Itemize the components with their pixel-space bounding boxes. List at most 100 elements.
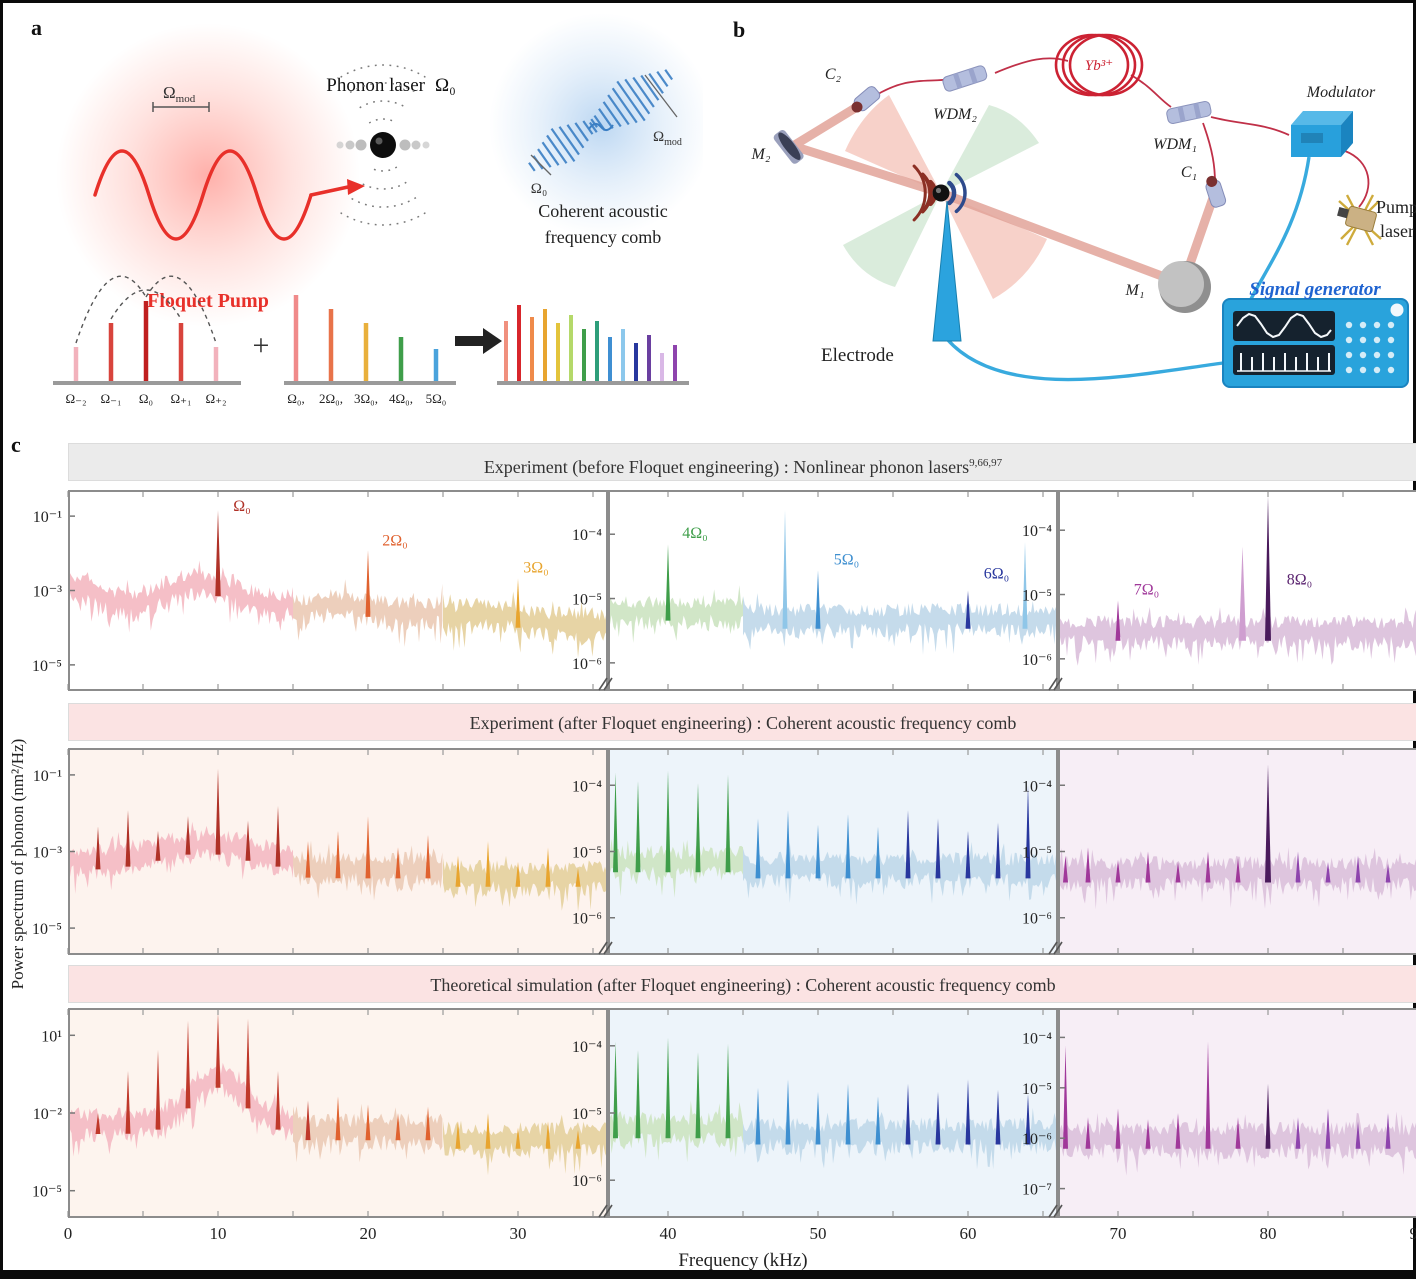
y-tick-label: 10⁻⁵ — [572, 1106, 602, 1123]
pump-laser-component — [1335, 195, 1381, 245]
peak-label: 3Ω₀ — [523, 559, 548, 576]
peak-label: Ω₀ — [233, 498, 250, 515]
generator-knob — [1391, 304, 1404, 317]
wdm1-component — [1166, 101, 1212, 125]
x-tick-label: 60 — [960, 1224, 977, 1244]
mini-spectrum-label: Ω₋₂ — [65, 391, 86, 406]
levitated-particle — [933, 185, 950, 202]
peak-label: 2Ω₀ — [382, 532, 407, 549]
x-tick-label: 20 — [360, 1224, 377, 1244]
spectrum-panel: 10¹ 10⁻² 10⁻⁵ — [32, 1008, 608, 1218]
x-tick-label: 90 — [1410, 1224, 1416, 1244]
x-tick-label: 50 — [810, 1224, 827, 1244]
wdm1-label: WDM₁ — [1153, 136, 1197, 153]
mini-spectrum-label: Ω₊₂ — [205, 391, 226, 406]
y-tick-label: 10⁻⁵ — [1022, 588, 1052, 605]
plus-sign: + — [253, 329, 270, 362]
spectrum-panel: 10⁻⁴ 10⁻⁵ 10⁻⁶ — [572, 748, 1058, 955]
y-tick-label: 10⁻⁶ — [572, 1173, 602, 1190]
yb-label: Yb³⁺ — [1085, 58, 1113, 74]
y-tick-label: 10⁻⁶ — [1022, 652, 1052, 669]
mini-spectrum-label: Ω₀ — [139, 391, 153, 406]
panel-b-canvas: b Yb³⁺ WDM₂ WDM₁ — [703, 3, 1416, 438]
y-tick-label: 10⁻⁵ — [1022, 845, 1052, 862]
spectrum-panel: 10⁻⁴ 10⁻⁵ 10⁻⁶ — [572, 1008, 1058, 1218]
peak-label: 4Ω₀ — [682, 525, 707, 542]
panel-c-spectra: c Power spectrum of phonon (nm²/Hz) Expe… — [3, 438, 1416, 1282]
row1-header: Experiment (before Floquet engineering) … — [68, 443, 1416, 481]
mini-spectrum-label: Ω₀, — [287, 391, 304, 406]
wdm2-label: WDM₂ — [933, 106, 977, 123]
y-tick-label: 10⁻⁴ — [1022, 523, 1052, 540]
mini-spectrum-label: Ω₊₁ — [170, 391, 191, 406]
y-tick-label: 10⁻⁷ — [1022, 1182, 1052, 1199]
panel-a-label: a — [31, 15, 42, 40]
m2-label: M₂ — [751, 146, 771, 163]
y-tick-label: 10⁻⁴ — [1022, 778, 1052, 795]
c1-label: C₁ — [1181, 164, 1197, 181]
peak-label: 5Ω₀ — [834, 551, 859, 568]
mini-spectrum-label: 3Ω₀, — [354, 391, 378, 406]
y-tick-label: 10⁻⁴ — [572, 778, 602, 795]
y-tick-label: 10⁻¹ — [33, 509, 62, 526]
y-tick-label: 10⁻⁵ — [32, 658, 62, 675]
signal-generator — [1223, 299, 1408, 387]
result-arrow-icon — [455, 328, 502, 354]
y-tick-label: 10⁻³ — [33, 845, 62, 862]
y-tick-label: 10⁻⁶ — [572, 656, 602, 673]
c2-label: C₂ — [825, 66, 842, 83]
signal-generator-label: Signal generator — [1249, 279, 1381, 300]
peak-label: 6Ω₀ — [984, 565, 1009, 582]
spectrum-panel: 7Ω₀ 8Ω₀ 10⁻⁴ 10⁻⁵ 10⁻⁶ — [1022, 490, 1416, 691]
row3-header: Theoretical simulation (after Floquet en… — [68, 965, 1416, 1003]
mirror-m1 — [1158, 261, 1211, 313]
y-tick-label: 10⁻² — [33, 1106, 62, 1123]
row2-spectra-plot: 10⁻¹ 10⁻³ 10⁻⁵ 10⁻⁴ 10⁻⁵ 10⁻⁶ 10⁻⁴ 10⁻⁵ 10⁻⁶ — [3, 748, 1416, 955]
modulator-label: Modulator — [1306, 84, 1376, 101]
y-tick-label: 10⁻⁵ — [1022, 1081, 1052, 1098]
y-tick-label: 10⁻¹ — [33, 768, 62, 785]
coherent-comb-label-2: frequency comb — [545, 227, 661, 247]
y-tick-label: 10⁻⁴ — [572, 527, 602, 544]
x-tick-label: 10 — [210, 1224, 227, 1244]
wdm2-component — [942, 65, 988, 93]
mini-spectrum-label: 4Ω₀, — [389, 391, 413, 406]
y-tick-label: 10¹ — [41, 1028, 62, 1045]
spectrum-panel: 10⁻⁴ 10⁻⁵ 10⁻⁶ — [1022, 748, 1416, 955]
y-tick-label: 10⁻⁴ — [1022, 1030, 1052, 1047]
x-tick-label: 70 — [1110, 1224, 1127, 1244]
x-axis-ticks: 0102030405060708090 — [3, 1224, 1416, 1248]
modulator-component — [1291, 111, 1353, 157]
y-tick-label: 10⁻⁵ — [572, 845, 602, 862]
pump-laser-label-2: laser — [1380, 221, 1414, 241]
packet-omega0-label: Ω₀ — [531, 181, 547, 197]
spectrum-panel: 4Ω₀ 5Ω₀ 6Ω₀ 10⁻⁴ 10⁻⁵ 10⁻⁶ — [572, 490, 1058, 691]
x-tick-label: 30 — [510, 1224, 527, 1244]
y-tick-label: 10⁻⁵ — [572, 592, 602, 609]
spectrum-panel: 10⁻¹ 10⁻³ 10⁻⁵ — [32, 748, 608, 955]
floquet-pump-label: Floquet Pump — [147, 290, 269, 312]
x-tick-label: 80 — [1260, 1224, 1277, 1244]
peak-label: 7Ω₀ — [1134, 582, 1159, 599]
y-tick-label: 10⁻⁵ — [32, 921, 62, 938]
panel-b-setup: b Yb³⁺ WDM₂ WDM₁ — [703, 3, 1416, 438]
coherent-comb-label-1: Coherent acoustic — [538, 201, 667, 221]
y-tick-label: 10⁻⁶ — [1022, 911, 1052, 928]
m1-label: M₁ — [1125, 282, 1145, 299]
y-tick-label: 10⁻⁶ — [572, 911, 602, 928]
pump-laser-label-1: Pump — [1376, 197, 1416, 217]
row2-header: Experiment (after Floquet engineering) :… — [68, 703, 1416, 741]
mini-spectrum-label: 5Ω₀ — [426, 391, 447, 406]
y-tick-label: 10⁻³ — [33, 584, 62, 601]
peak-label: 8Ω₀ — [1287, 572, 1312, 589]
panel-b-label: b — [733, 17, 745, 42]
y-tick-label: 10⁻⁶ — [1022, 1131, 1052, 1148]
panel-c-label: c — [11, 432, 21, 458]
x-tick-label: 40 — [660, 1224, 677, 1244]
row1-spectra-plot: Ω₀ 2Ω₀ 3Ω₀ 10⁻¹ 10⁻³ 10⁻⁵ 4Ω₀ 5Ω₀ 6Ω₀ 10⁻⁴ 10⁻⁵ 10⁻… — [3, 490, 1416, 691]
spectrum-panel: Ω₀ 2Ω₀ 3Ω₀ 10⁻¹ 10⁻³ 10⁻⁵ — [32, 490, 608, 691]
mini-spectrum-label: Ω₋₁ — [100, 391, 121, 406]
